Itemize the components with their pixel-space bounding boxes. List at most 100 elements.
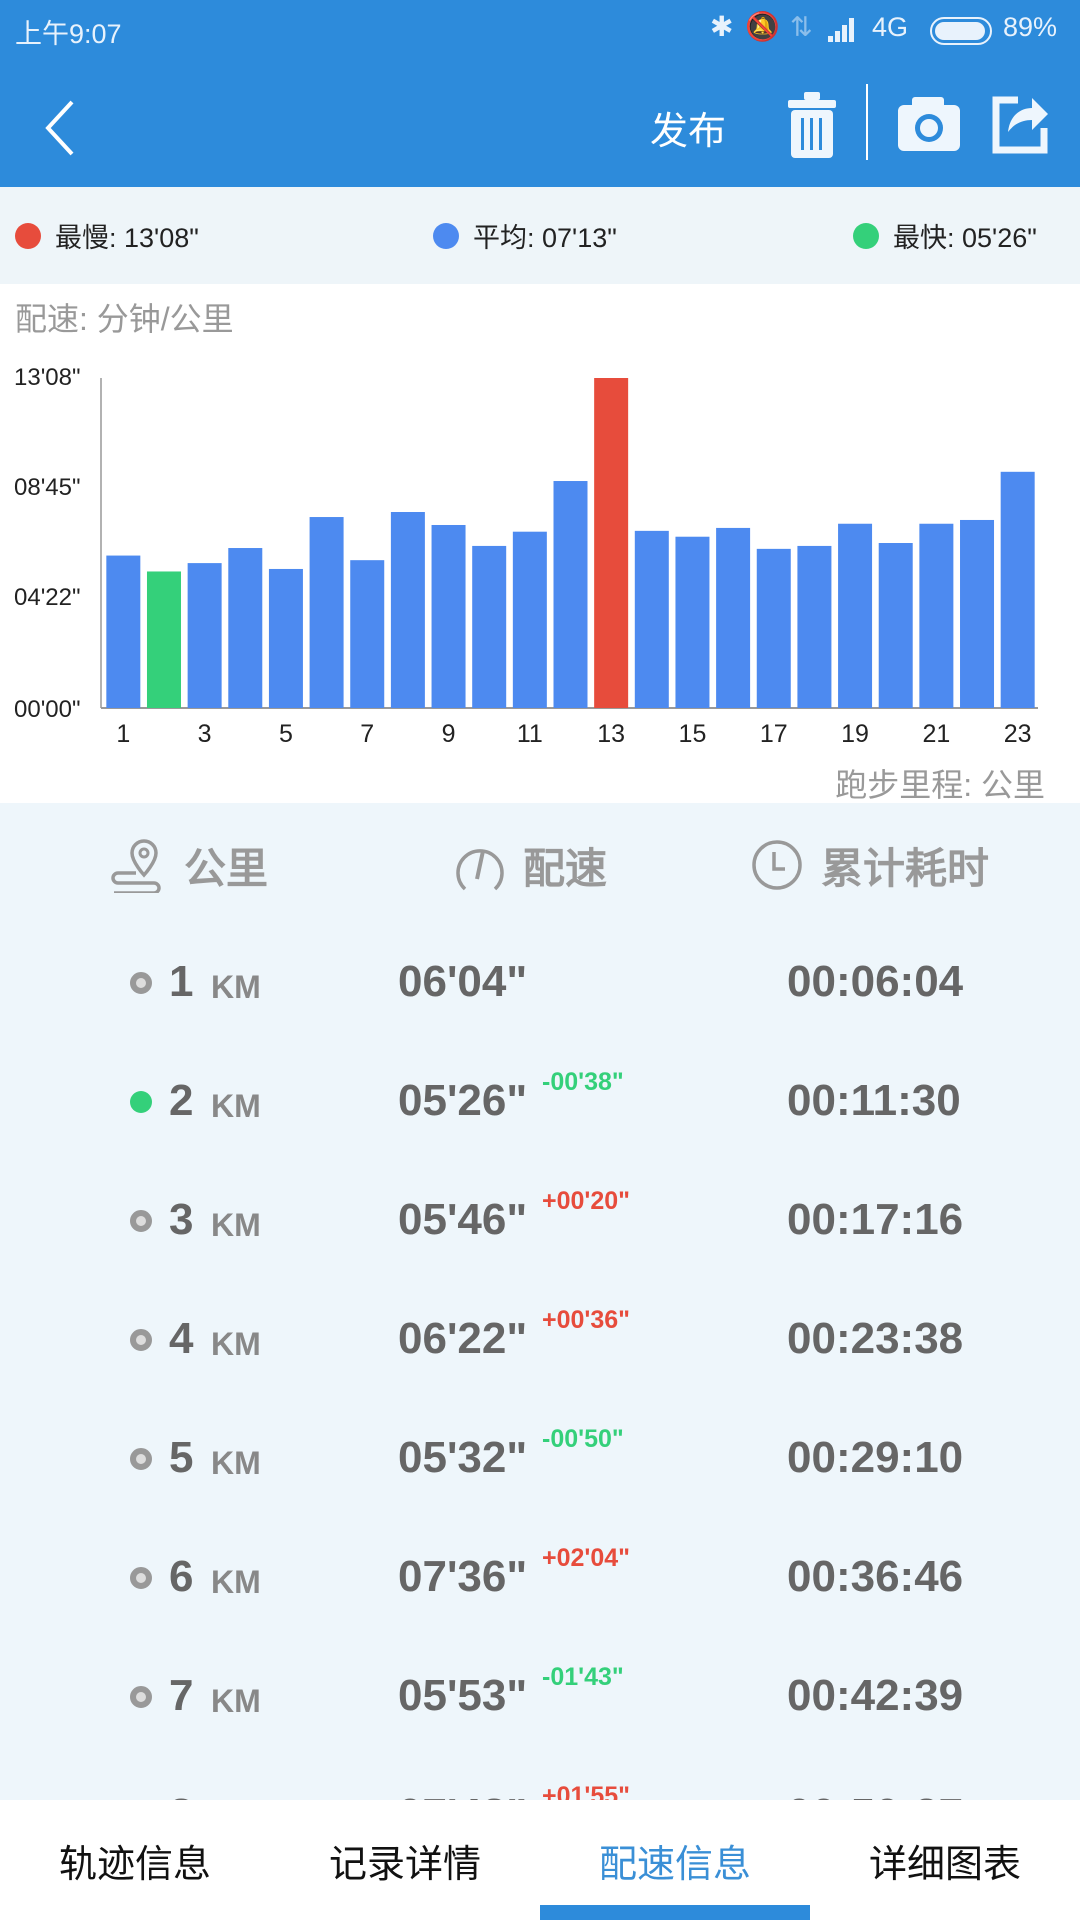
status-bar: 上午9:07 ✱ 🔕 ⇅ 4G 89% xyxy=(0,0,1080,70)
y-axis-title: 配速: 分钟/公里 xyxy=(15,301,234,337)
header-pace: 配速 xyxy=(455,837,607,893)
bar-km-17 xyxy=(756,548,791,708)
fastest-dot-icon xyxy=(130,1091,152,1113)
pace-diff: -00'38" xyxy=(542,1068,624,1096)
tab-detail-charts[interactable]: 详细图表 xyxy=(810,1800,1080,1920)
ring-dot-icon xyxy=(130,1686,152,1708)
km-number: 7 xyxy=(169,1671,194,1720)
tab-record-details[interactable]: 记录详情 xyxy=(270,1800,540,1920)
x-tick-label: 1 xyxy=(116,720,131,748)
km-unit: KM xyxy=(211,1683,261,1719)
pace-diff: +02'04" xyxy=(542,1544,631,1572)
legend-average: 平均: 07'13" xyxy=(433,187,617,284)
ring-dot-icon xyxy=(130,1210,152,1232)
pace-value: 05'26" xyxy=(398,1076,528,1125)
bar-km-11 xyxy=(512,531,547,708)
km-unit: KM xyxy=(211,1088,261,1124)
header-cumulative-label: 累计耗时 xyxy=(821,844,990,892)
bar-km-15 xyxy=(675,536,710,708)
y-tick-label: 08'45" xyxy=(14,474,81,502)
legend-slowest: 最慢: 13'08" xyxy=(15,187,199,284)
mute-icon: 🔕 xyxy=(745,11,780,42)
x-tick-label: 19 xyxy=(841,720,869,748)
x-axis-title: 跑步里程: 公里 xyxy=(835,767,1045,803)
bar-km-7 xyxy=(350,560,385,708)
bar-km-2 xyxy=(146,571,181,708)
split-row: 2 KM 05'26" -00'38" 00:11:30 xyxy=(0,1062,1080,1142)
x-tick-label: 17 xyxy=(759,720,788,748)
tab-track-info[interactable]: 轨迹信息 xyxy=(0,1800,270,1920)
split-row: 1 KM 06'04" 00:06:04 xyxy=(0,943,1080,1023)
km-unit: KM xyxy=(211,1445,261,1481)
active-tab-indicator xyxy=(540,1905,810,1920)
trash-icon[interactable] xyxy=(786,90,838,160)
x-tick-label: 3 xyxy=(197,720,212,748)
km-number: 5 xyxy=(169,1433,194,1482)
split-row: 3 KM 05'46" +00'20" 00:17:16 xyxy=(0,1181,1080,1261)
x-tick-label: 9 xyxy=(441,720,456,748)
km-number: 1 xyxy=(169,957,194,1006)
bar-km-12 xyxy=(553,481,588,708)
bar-km-14 xyxy=(634,530,669,708)
battery-icon xyxy=(930,17,992,45)
ring-dot-icon xyxy=(130,1567,152,1589)
pace-value: 05'46" xyxy=(398,1195,528,1244)
bar-km-5 xyxy=(268,568,303,708)
header-pace-label: 配速 xyxy=(523,844,608,892)
bar-km-10 xyxy=(472,545,507,708)
bar-km-8 xyxy=(390,512,425,708)
bar-km-3 xyxy=(187,563,222,708)
app-bar: 发布 xyxy=(0,70,1080,187)
pace-diff: +01'55" xyxy=(542,1782,631,1800)
bar-km-22 xyxy=(960,519,995,708)
cumulative-time: 00:11:30 xyxy=(787,1076,961,1125)
bar-km-21 xyxy=(919,523,954,708)
split-row: 7 KM 05'53" -01'43" 00:42:39 xyxy=(0,1657,1080,1737)
km-number: 4 xyxy=(169,1314,194,1363)
divider xyxy=(866,84,868,160)
tab-pace-info[interactable]: 配速信息 xyxy=(540,1800,810,1920)
bar-km-13 xyxy=(594,378,629,708)
split-row: 5 KM 05'32" -00'50" 00:29:10 xyxy=(0,1419,1080,1499)
pace-legend: 最慢: 13'08" 平均: 07'13" 最快: 05'26" xyxy=(0,187,1080,284)
fastest-dot-icon xyxy=(853,222,879,249)
header-km-label: 公里 xyxy=(184,844,269,892)
bottom-tab-bar: 轨迹信息 记录详情 配速信息 详细图表 xyxy=(0,1800,1080,1920)
x-tick-label: 13 xyxy=(597,720,626,748)
cumulative-time: 00:17:16 xyxy=(787,1195,964,1244)
km-unit: KM xyxy=(211,1564,261,1600)
ring-dot-icon xyxy=(130,1329,152,1351)
tab-label: 配速信息 xyxy=(598,1843,751,1886)
km-number: 3 xyxy=(169,1195,194,1244)
km-unit: KM xyxy=(211,1326,261,1362)
slowest-dot-icon xyxy=(15,222,41,249)
split-row: 8KM07'48"+01'55"00:50:27 xyxy=(0,1776,1080,1800)
bar-km-9 xyxy=(431,524,466,708)
pace-value: 05'32" xyxy=(398,1433,528,1482)
ring-dot-icon xyxy=(130,1448,152,1470)
y-tick-label: 04'22" xyxy=(14,584,81,612)
km-number: 6 xyxy=(169,1552,194,1601)
bar-km-20 xyxy=(878,543,913,708)
publish-button[interactable]: 发布 xyxy=(650,111,727,153)
x-tick-label: 21 xyxy=(922,720,951,748)
header-cumulative: 累计耗时 xyxy=(751,837,989,893)
split-list: 公里 配速 累计耗时 1 KM 06'04" 00:06:04 2 KM 05'26" -00… xyxy=(0,803,1080,1800)
cumulative-time: 00:36:46 xyxy=(787,1552,964,1601)
bar-km-19 xyxy=(838,523,873,708)
status-time: 上午9:07 xyxy=(15,19,122,49)
back-icon[interactable] xyxy=(40,98,80,158)
ring-dot-icon xyxy=(130,972,152,994)
split-row: 6 KM 07'36" +02'04" 00:36:46 xyxy=(0,1538,1080,1618)
network-type: 4G xyxy=(872,12,909,42)
bar-km-1 xyxy=(106,555,141,708)
bluetooth-icon: ✱ xyxy=(710,11,734,42)
cumulative-time: 00:42:39 xyxy=(787,1671,964,1720)
camera-icon[interactable] xyxy=(896,95,962,153)
share-icon[interactable] xyxy=(990,92,1050,156)
cumulative-time: 00:06:04 xyxy=(787,957,964,1006)
y-tick-label: 13'08" xyxy=(14,364,81,391)
cumulative-time: 00:29:10 xyxy=(787,1433,964,1482)
speedometer-icon xyxy=(456,849,504,891)
